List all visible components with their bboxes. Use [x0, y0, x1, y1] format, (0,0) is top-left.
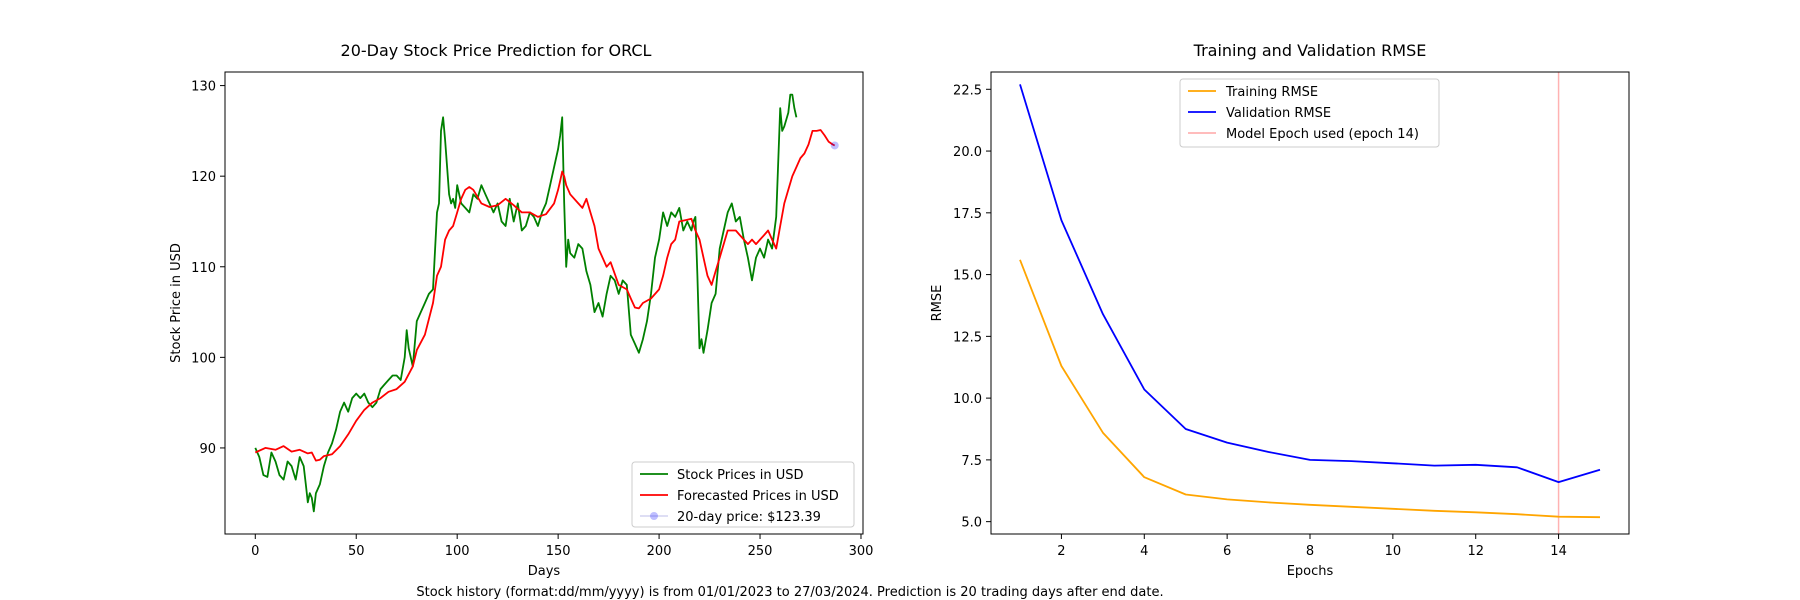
x-tick-label: 4 [1140, 544, 1148, 559]
y-tick-label: 20.0 [953, 145, 982, 160]
y-tick-label: 120 [191, 170, 216, 185]
x-axis-label: Days [528, 564, 561, 579]
x-tick-label: 300 [849, 544, 874, 559]
y-tick-label: 7.5 [961, 454, 982, 469]
figure-caption: Stock history (format:dd/mm/yyyy) is fro… [416, 585, 1163, 600]
y-tick-label: 10.0 [953, 392, 982, 407]
series-point-20-day-price-123-39 [830, 141, 839, 150]
x-tick-label: 50 [348, 544, 365, 559]
x-tick-label: 12 [1467, 544, 1484, 559]
legend-swatch-20day-marker [650, 512, 658, 520]
chart-title: 20-Day Stock Price Prediction for ORCL [341, 41, 652, 60]
x-tick-label: 0 [251, 544, 259, 559]
y-axis-label: RMSE [930, 285, 945, 322]
x-axis-label: Epochs [1287, 564, 1334, 579]
chart-title: Training and Validation RMSE [1193, 41, 1427, 60]
legend-label-epoch: Model Epoch used (epoch 14) [1226, 127, 1419, 142]
series-line-stock-prices-in-usd [254, 93, 798, 513]
y-tick-label: 130 [191, 80, 216, 95]
stock-price-chart: 20-Day Stock Price Prediction for ORCL 0… [169, 41, 873, 579]
y-axis-label: Stock Price in USD [169, 243, 184, 363]
series-line-validation-rmse [1019, 84, 1601, 483]
legend-label-validation: Validation RMSE [1226, 106, 1331, 121]
series-line-training-rmse [1019, 259, 1601, 519]
x-axis-ticks: 0 50 100 150 200 250 300 [251, 534, 873, 559]
x-tick-label: 14 [1550, 544, 1567, 559]
y-tick-label: 17.5 [953, 207, 982, 222]
rmse-chart: Training and Validation RMSE 2 4 6 8 10 12 14 … [930, 41, 1630, 579]
legend: Training RMSE Validation RMSE Model Epoc… [1179, 78, 1440, 148]
legend-label-training: Training RMSE [1225, 85, 1318, 100]
y-tick-label: 5.0 [961, 516, 982, 531]
y-tick-label: 90 [199, 442, 216, 457]
legend-label-stock: Stock Prices in USD [677, 468, 804, 483]
x-axis-ticks: 2 4 6 8 10 12 14 [1057, 534, 1567, 559]
y-tick-label: 110 [191, 261, 216, 276]
legend-label-20day: 20-day price: $123.39 [677, 510, 821, 525]
y-tick-label: 12.5 [953, 330, 982, 345]
legend-box [1179, 78, 1440, 148]
x-tick-label: 10 [1385, 544, 1402, 559]
x-tick-label: 6 [1223, 544, 1231, 559]
x-tick-label: 2 [1057, 544, 1065, 559]
y-axis-ticks: 90 100 110 120 130 [191, 80, 225, 457]
x-tick-label: 8 [1306, 544, 1314, 559]
plot-area [1019, 72, 1601, 534]
plot-area [254, 93, 839, 513]
x-tick-label: 250 [748, 544, 773, 559]
legend-label-forecast: Forecasted Prices in USD [677, 489, 839, 504]
plot-frame [224, 71, 864, 535]
y-tick-label: 100 [191, 351, 216, 366]
x-tick-label: 100 [445, 544, 470, 559]
series-line-forecasted-prices-in-usd [254, 129, 836, 462]
y-tick-label: 15.0 [953, 269, 982, 284]
legend-box [631, 461, 855, 528]
x-tick-label: 150 [546, 544, 571, 559]
y-tick-label: 22.5 [953, 83, 982, 98]
y-axis-ticks: 5.0 7.5 10.0 12.5 15.0 17.5 20.0 22.5 [953, 83, 991, 531]
x-tick-label: 200 [647, 544, 672, 559]
legend: Stock Prices in USD Forecasted Prices in… [631, 461, 855, 528]
